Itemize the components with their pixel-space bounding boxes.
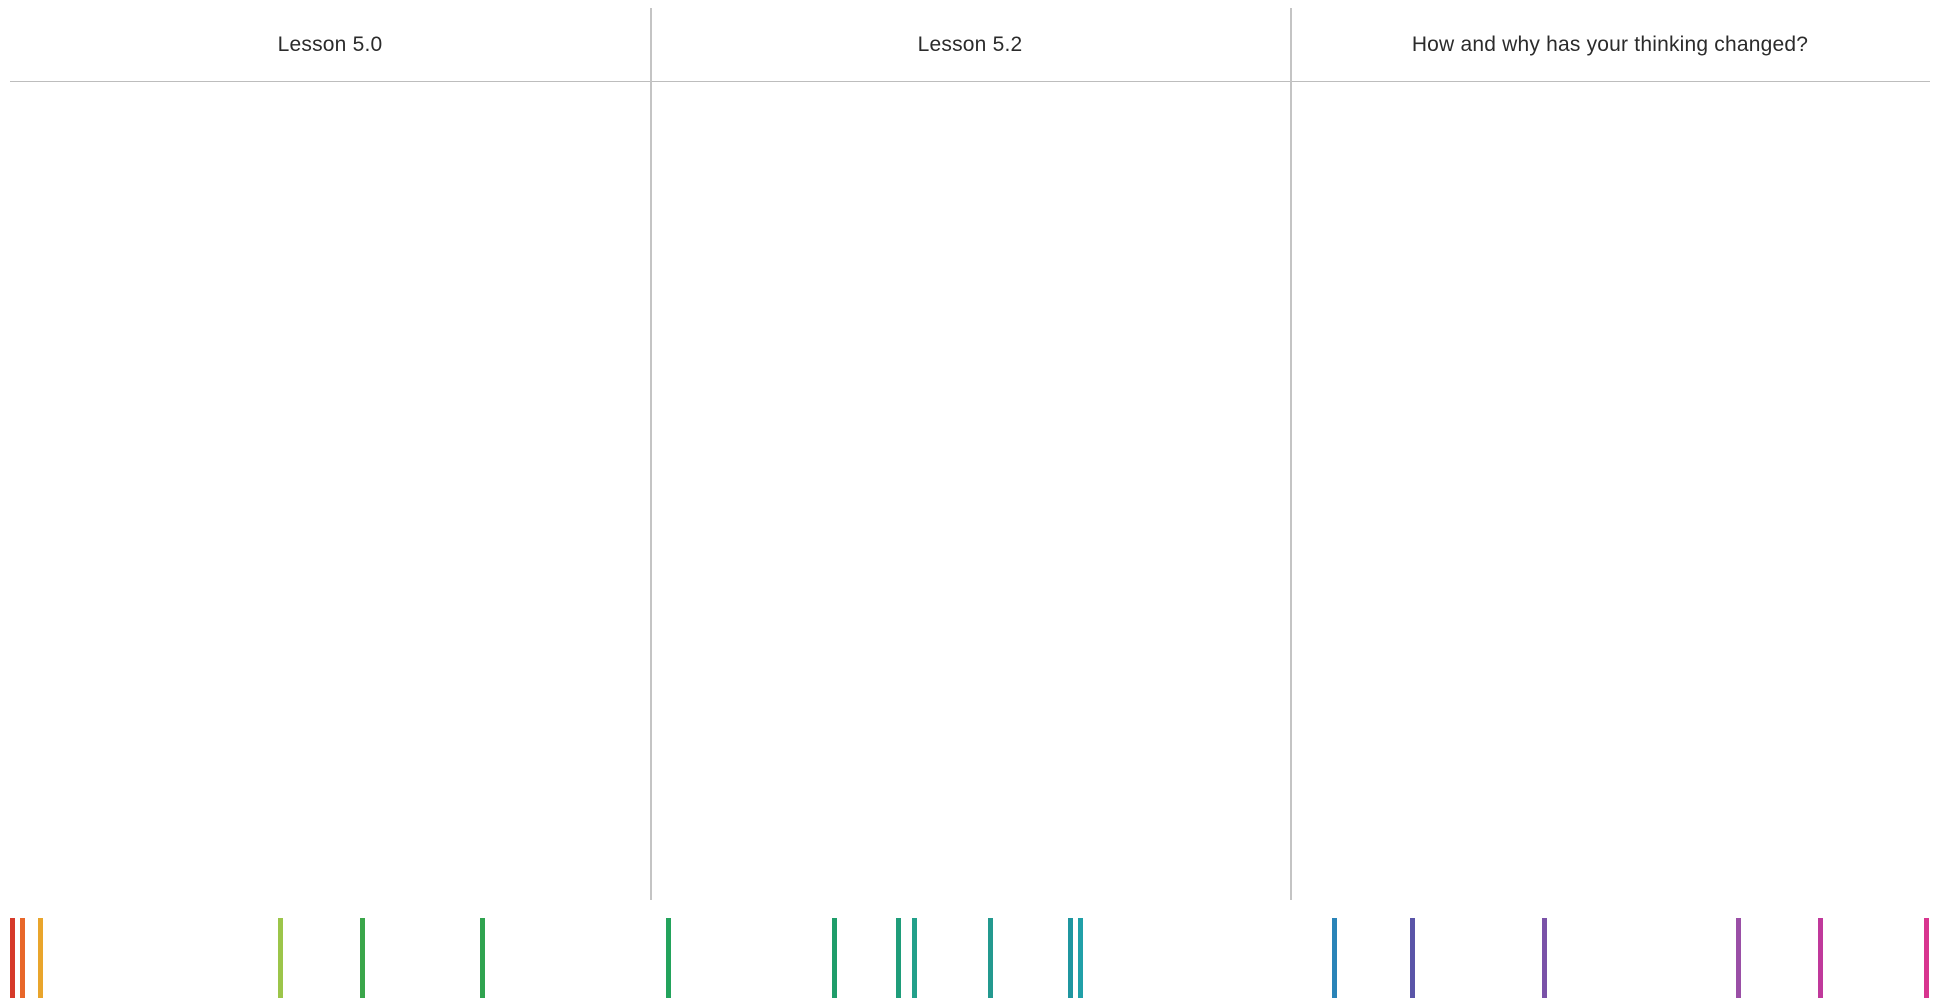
- color-bar: [666, 918, 671, 998]
- column-writing-area[interactable]: [1290, 83, 1930, 900]
- column-writing-area[interactable]: [650, 83, 1290, 900]
- column-lesson-5-2: Lesson 5.2: [650, 8, 1290, 900]
- color-bar: [20, 918, 25, 998]
- column-lesson-5-0: Lesson 5.0: [10, 8, 650, 900]
- color-bar: [1410, 918, 1415, 998]
- color-bar: [912, 918, 917, 998]
- column-thinking-changed: How and why has your thinking changed?: [1290, 8, 1930, 900]
- color-bar: [278, 918, 283, 998]
- color-bar: [1068, 918, 1073, 998]
- color-bar: [1078, 918, 1083, 998]
- column-writing-area[interactable]: [10, 83, 650, 900]
- color-bar: [38, 918, 43, 998]
- column-header: How and why has your thinking changed?: [1290, 8, 1930, 82]
- color-bar: [1818, 918, 1823, 998]
- color-bar: [480, 918, 485, 998]
- color-bar: [1736, 918, 1741, 998]
- color-bar: [1924, 918, 1929, 998]
- color-bar: [360, 918, 365, 998]
- column-header: Lesson 5.2: [650, 8, 1290, 82]
- column-divider: [1290, 8, 1292, 900]
- color-bar: [1542, 918, 1547, 998]
- column-divider: [650, 8, 652, 900]
- reflection-worksheet: Lesson 5.0 Lesson 5.2 How and why has yo…: [10, 8, 1930, 900]
- column-header: Lesson 5.0: [10, 8, 650, 82]
- color-bar: [988, 918, 993, 998]
- color-bar: [1332, 918, 1337, 998]
- color-bar: [896, 918, 901, 998]
- color-bar: [10, 918, 15, 998]
- color-bar: [832, 918, 837, 998]
- decorative-color-strip: [0, 918, 1939, 998]
